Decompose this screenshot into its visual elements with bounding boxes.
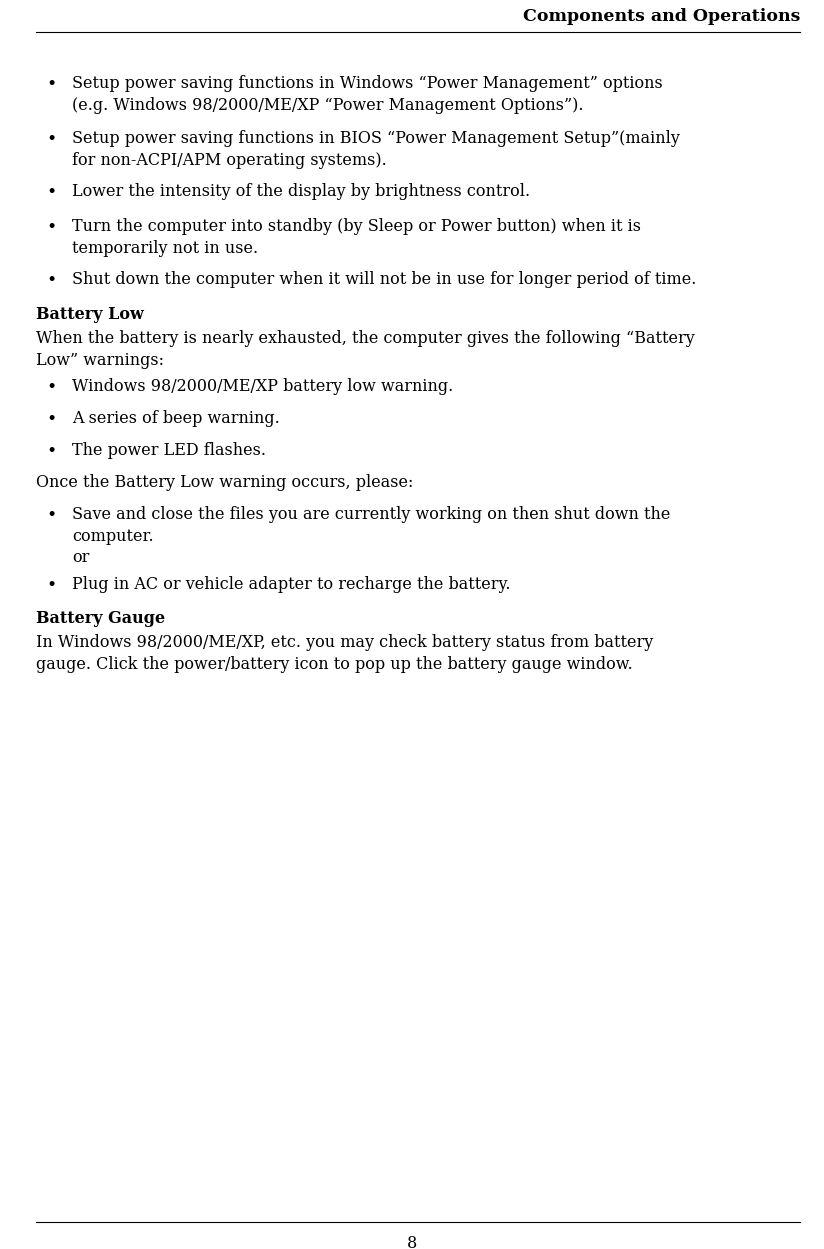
Text: Battery Gauge: Battery Gauge — [36, 610, 165, 627]
Text: Turn the computer into standby (by Sleep or Power button) when it is
temporarily: Turn the computer into standby (by Sleep… — [72, 219, 641, 256]
Text: Setup power saving functions in BIOS “Power Management Setup”(mainly
for non-ACP: Setup power saving functions in BIOS “Po… — [72, 130, 680, 169]
Text: In Windows 98/2000/ME/XP, etc. you may check battery status from battery
gauge. : In Windows 98/2000/ME/XP, etc. you may c… — [36, 634, 653, 672]
Text: Battery Low: Battery Low — [36, 306, 143, 323]
Text: •: • — [47, 76, 57, 92]
Text: •: • — [47, 272, 57, 289]
Text: The power LED flashes.: The power LED flashes. — [72, 442, 266, 458]
Text: •: • — [47, 219, 57, 236]
Text: Windows 98/2000/ME/XP battery low warning.: Windows 98/2000/ME/XP battery low warnin… — [72, 378, 453, 395]
Text: •: • — [47, 443, 57, 460]
Text: •: • — [47, 378, 57, 396]
Text: Once the Battery Low warning occurs, please:: Once the Battery Low warning occurs, ple… — [36, 475, 414, 491]
Text: Save and close the files you are currently working on then shut down the
compute: Save and close the files you are current… — [72, 506, 671, 566]
Text: A series of beep warning.: A series of beep warning. — [72, 410, 280, 427]
Text: •: • — [47, 411, 57, 428]
Text: Plug in AC or vehicle adapter to recharge the battery.: Plug in AC or vehicle adapter to recharg… — [72, 576, 511, 593]
Text: •: • — [47, 184, 57, 201]
Text: Components and Operations: Components and Operations — [522, 7, 800, 25]
Text: 8: 8 — [407, 1235, 417, 1249]
Text: Shut down the computer when it will not be in use for longer period of time.: Shut down the computer when it will not … — [72, 271, 696, 289]
Text: Setup power saving functions in Windows “Power Management” options
(e.g. Windows: Setup power saving functions in Windows … — [72, 75, 662, 114]
Text: Lower the intensity of the display by brightness control.: Lower the intensity of the display by br… — [72, 184, 530, 200]
Text: When the battery is nearly exhausted, the computer gives the following “Battery
: When the battery is nearly exhausted, th… — [36, 330, 695, 368]
Text: •: • — [47, 131, 57, 147]
Text: •: • — [47, 577, 57, 595]
Text: •: • — [47, 507, 57, 525]
